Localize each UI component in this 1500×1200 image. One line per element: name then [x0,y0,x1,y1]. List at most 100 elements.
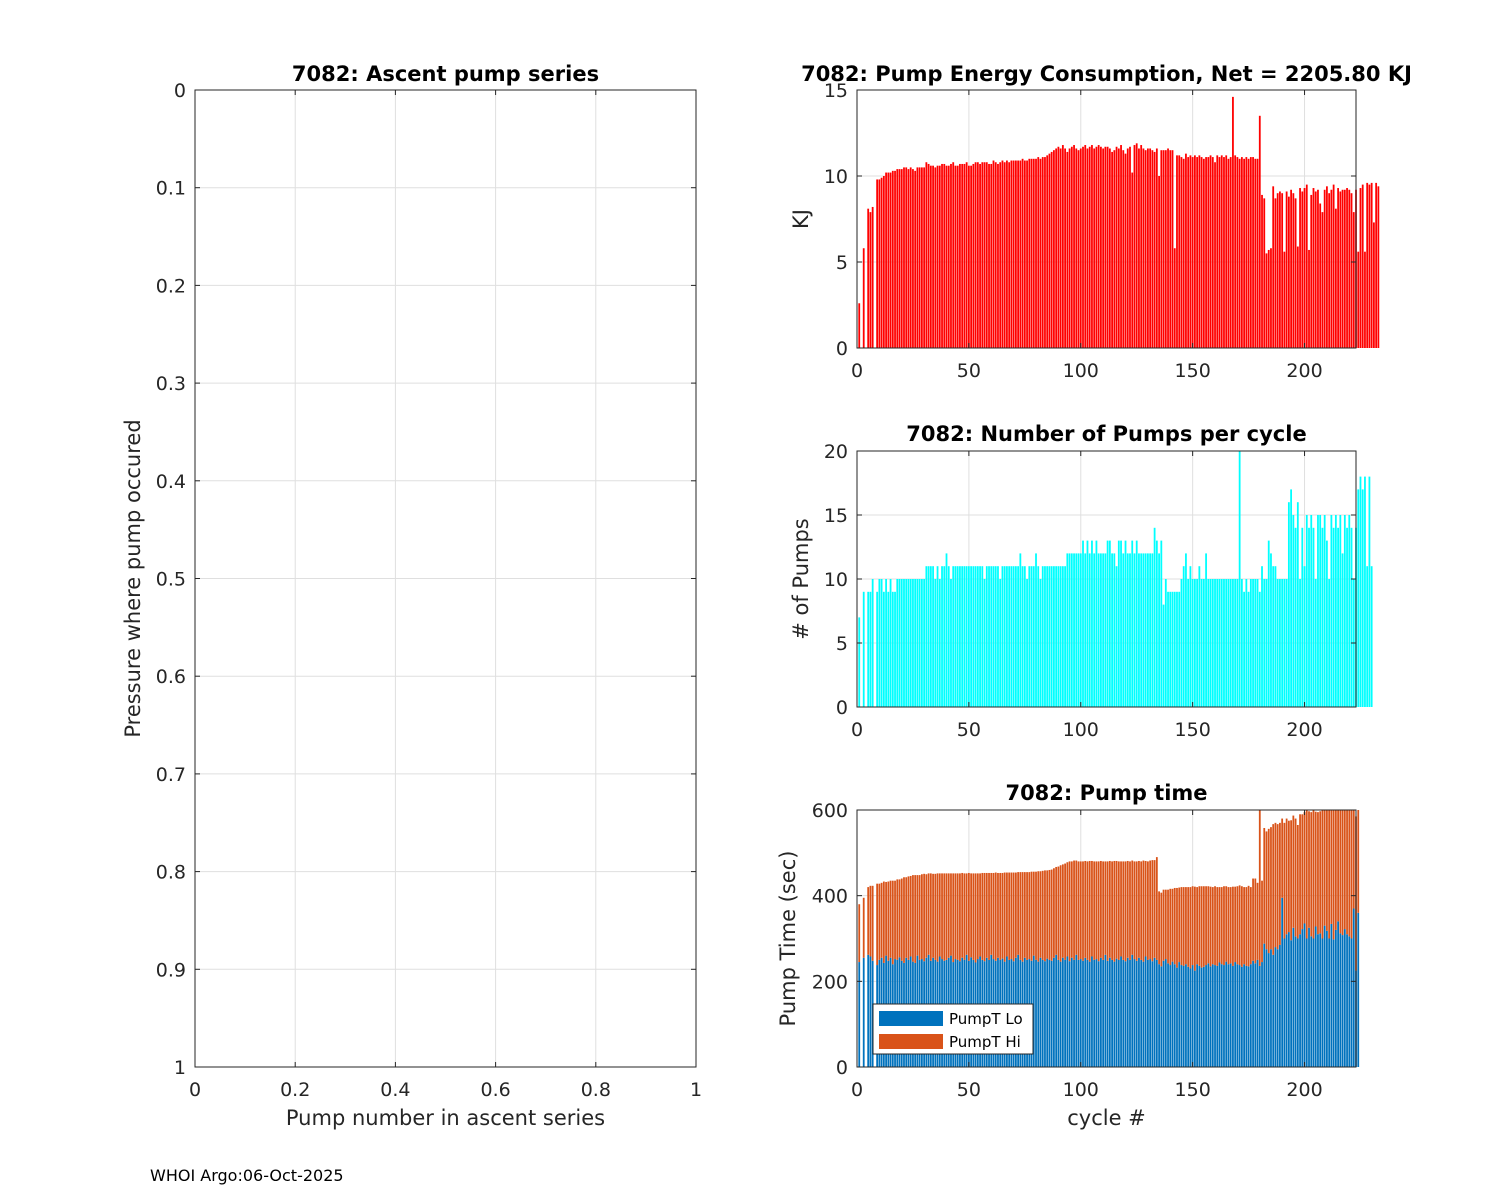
bar [963,163,966,348]
bar-hi [1039,871,1042,958]
bar-hi [1330,810,1333,924]
bar-lo [1117,959,1120,1067]
bar [947,566,950,707]
bar [882,176,885,348]
bar [1294,198,1297,348]
bar-hi [932,873,934,958]
bar-lo [1296,938,1299,1067]
bar [1361,184,1364,348]
bar [1272,566,1275,707]
bar [1173,248,1176,348]
plot-area [857,90,1356,348]
bar [1187,579,1190,707]
bar-lo [1337,921,1339,1067]
bar [1006,160,1008,348]
bar [1326,540,1328,707]
bar [943,566,946,707]
bar [1223,157,1225,348]
bar [1138,148,1140,348]
bar [1133,145,1136,348]
y-tick-label: 0 [174,80,186,102]
bar [1341,189,1344,348]
y-tick-label: 0.4 [156,471,186,493]
bar-hi [1041,870,1044,960]
bar-hi [867,887,870,955]
bar-hi [1317,812,1319,935]
bar [1292,193,1295,348]
bar-lo [1046,958,1049,1067]
legend-swatch [879,1011,943,1026]
x-tick-label: 150 [1175,1079,1211,1101]
bar [1138,553,1140,707]
bar [1084,553,1087,707]
bar-lo [1339,933,1342,1067]
bar-hi [1223,886,1225,966]
bar [936,566,939,707]
bar [992,566,995,707]
bar [1191,157,1194,348]
bar [1205,157,1207,348]
bar-lo [1039,957,1042,1067]
x-tick-label: 0.4 [380,1079,410,1101]
bar [1100,146,1102,348]
bar [927,163,930,348]
bar [1019,553,1022,707]
bar-hi [1037,871,1040,962]
bar [1097,553,1100,707]
bar-lo [1061,957,1064,1067]
bar-hi [927,873,930,955]
bar-hi [1120,861,1122,957]
bar-lo [1227,964,1230,1067]
bar-lo [1263,943,1266,1067]
bar-lo [1138,957,1140,1067]
bar [981,162,984,348]
bar [1334,515,1337,707]
bar-lo [1088,961,1091,1067]
x-tick-label: 100 [1063,1079,1099,1101]
x-tick-label: 0.2 [280,1079,310,1101]
y-tick-label: 0.9 [156,959,186,981]
bar-lo [1305,938,1308,1067]
bar-lo [1158,964,1160,1067]
bar [1169,591,1172,707]
bar [1039,579,1042,707]
bar [1198,566,1201,707]
bar-lo [1180,965,1183,1067]
x-tick-label: 150 [1175,719,1211,741]
bar-hi [979,873,981,957]
bar-hi [1144,860,1147,957]
bar-hi [1113,860,1116,962]
bar [1091,540,1093,707]
bar [1312,188,1315,348]
bar-lo [1032,955,1035,1067]
bar [1323,189,1326,348]
y-tick-label: 0.5 [156,569,186,591]
bar-hi [891,880,894,965]
bar [1059,566,1062,707]
bar [1283,251,1286,348]
bar [1108,148,1111,348]
bar-lo [1299,934,1301,1067]
bar [1084,145,1087,348]
bar [1375,182,1378,348]
bar-lo [1048,959,1051,1067]
bar [903,579,905,707]
bar-lo [862,957,865,1067]
bar [1064,566,1066,707]
bar-hi [914,875,917,963]
bar [1173,591,1176,707]
bar-hi [1285,818,1288,935]
bar-lo [1303,923,1306,1067]
bar [1319,515,1322,707]
bar-lo [1086,959,1089,1067]
bar [878,179,881,348]
bar-hi [909,875,912,957]
bar [1041,566,1044,707]
y-tick-label: 600 [812,800,848,822]
bar-hi [1240,886,1243,967]
bar [1019,160,1022,348]
bar-hi [1182,887,1185,966]
bar-hi [1111,861,1113,960]
bar-lo [1082,960,1084,1067]
bar-lo [1265,949,1268,1067]
